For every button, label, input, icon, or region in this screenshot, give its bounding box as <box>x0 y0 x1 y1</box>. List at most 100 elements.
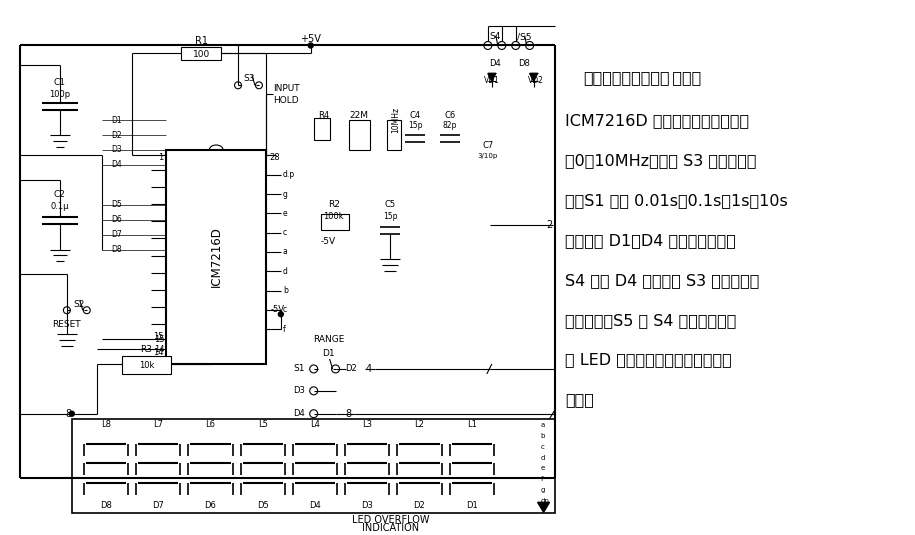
Text: RESET: RESET <box>52 319 81 328</box>
Text: R2: R2 <box>328 200 339 209</box>
Text: 10MHz: 10MHz <box>391 107 400 133</box>
Text: D7: D7 <box>152 501 164 510</box>
Text: c: c <box>283 228 287 237</box>
Text: S2: S2 <box>74 300 85 309</box>
Circle shape <box>308 43 313 48</box>
Bar <box>387 120 402 150</box>
Text: D4: D4 <box>489 59 501 68</box>
Text: b: b <box>541 433 545 439</box>
Text: D3: D3 <box>293 386 305 395</box>
Text: 电路以: 电路以 <box>657 71 702 86</box>
Text: D3: D3 <box>361 501 373 510</box>
Text: C1: C1 <box>54 78 66 87</box>
Polygon shape <box>488 73 496 81</box>
Text: D6: D6 <box>204 501 216 510</box>
Text: e: e <box>283 209 287 218</box>
Text: D1: D1 <box>466 501 478 510</box>
Text: VD2: VD2 <box>528 76 544 85</box>
Text: C7: C7 <box>482 141 493 149</box>
Text: 100p: 100p <box>49 90 70 99</box>
Text: 多功能频率计数电路: 多功能频率计数电路 <box>583 71 670 86</box>
Text: 22M: 22M <box>349 111 368 120</box>
Text: 28: 28 <box>269 154 279 163</box>
Text: 15p: 15p <box>408 120 423 129</box>
Text: D2: D2 <box>346 364 357 373</box>
Text: L6: L6 <box>206 420 215 429</box>
Text: 8: 8 <box>346 409 351 419</box>
Bar <box>167 150 266 364</box>
Text: RANGE: RANGE <box>313 334 344 343</box>
Text: D8: D8 <box>112 245 123 254</box>
Text: f: f <box>541 476 544 483</box>
Text: HOLD: HOLD <box>273 96 298 105</box>
Text: a: a <box>541 422 544 427</box>
Text: S4: S4 <box>490 32 501 41</box>
Text: VD1: VD1 <box>484 76 500 85</box>
Text: g: g <box>283 189 287 198</box>
Text: LED OVERFLOW: LED OVERFLOW <box>351 515 429 525</box>
Text: D7: D7 <box>112 230 123 239</box>
Text: c: c <box>541 444 544 449</box>
Text: c: c <box>283 305 287 315</box>
Text: L1: L1 <box>467 420 477 429</box>
Text: 15p: 15p <box>383 212 398 221</box>
Text: 15: 15 <box>153 332 164 341</box>
Text: R4: R4 <box>318 111 329 120</box>
Text: R1: R1 <box>195 36 208 47</box>
Text: 试验。: 试验。 <box>565 393 594 408</box>
Polygon shape <box>538 502 550 512</box>
Text: /S5: /S5 <box>517 32 532 41</box>
Text: 100: 100 <box>192 50 210 59</box>
Text: 查 LED 显示器。此电路可用于科研: 查 LED 显示器。此电路可用于科研 <box>565 353 732 368</box>
Text: d: d <box>541 455 545 461</box>
Text: 3/10p: 3/10p <box>478 153 498 159</box>
Text: C4: C4 <box>410 111 421 120</box>
Text: 2: 2 <box>546 220 553 230</box>
Bar <box>72 419 554 513</box>
Text: d: d <box>283 267 287 276</box>
Bar <box>349 120 371 150</box>
Bar <box>181 48 221 60</box>
Text: INPUT: INPUT <box>273 84 299 93</box>
Text: f: f <box>283 325 285 334</box>
Text: 4: 4 <box>365 364 371 374</box>
Text: e: e <box>541 465 544 471</box>
Text: 8: 8 <box>66 409 72 419</box>
Polygon shape <box>530 73 538 81</box>
Text: 关闭显示，S5 与 S4 配合可用于检: 关闭显示，S5 与 S4 配合可用于检 <box>565 312 737 327</box>
Text: L2: L2 <box>414 420 425 429</box>
Bar <box>320 213 349 230</box>
Text: 键，S1 可在 0.01s、0.1s、1s、10s: 键，S1 可在 0.01s、0.1s、1s、10s <box>565 193 788 208</box>
Text: C6: C6 <box>445 111 456 120</box>
Text: S4 控制 D4 位线，与 S3 同时闭合可: S4 控制 D4 位线，与 S3 同时闭合可 <box>565 273 759 288</box>
Text: L4: L4 <box>310 420 320 429</box>
Text: -5V: -5V <box>271 305 285 314</box>
Text: ICM7216D: ICM7216D <box>210 226 222 287</box>
Text: 14: 14 <box>154 345 165 354</box>
Text: -5V: -5V <box>320 237 336 246</box>
Text: INDICATION: INDICATION <box>361 523 419 533</box>
Text: D2: D2 <box>414 501 425 510</box>
Text: 围0～10MHz。图中 S3 为暂停计数: 围0～10MHz。图中 S3 为暂停计数 <box>565 153 757 168</box>
Bar <box>314 118 329 140</box>
Text: dp: dp <box>541 498 549 505</box>
Text: S1: S1 <box>293 364 305 373</box>
Text: D8: D8 <box>100 501 112 510</box>
Bar <box>122 356 171 374</box>
Text: 量程中与 D1～D4 对应切换选择，: 量程中与 D1～D4 对应切换选择， <box>565 233 736 248</box>
Text: D2: D2 <box>112 131 123 140</box>
Text: d.p: d.p <box>283 170 295 179</box>
Text: D5: D5 <box>112 200 123 209</box>
Text: C2: C2 <box>54 190 66 199</box>
Text: L3: L3 <box>362 420 372 429</box>
Text: 82p: 82p <box>443 120 458 129</box>
Text: D6: D6 <box>112 215 123 224</box>
Text: L8: L8 <box>101 420 111 429</box>
Text: 100k: 100k <box>323 212 344 221</box>
Text: 14: 14 <box>153 348 164 356</box>
Text: D5: D5 <box>257 501 269 510</box>
Text: +5V: +5V <box>300 34 321 43</box>
Text: D4: D4 <box>293 409 305 418</box>
Text: 0.1μ: 0.1μ <box>50 202 70 211</box>
Text: R3: R3 <box>141 345 153 354</box>
